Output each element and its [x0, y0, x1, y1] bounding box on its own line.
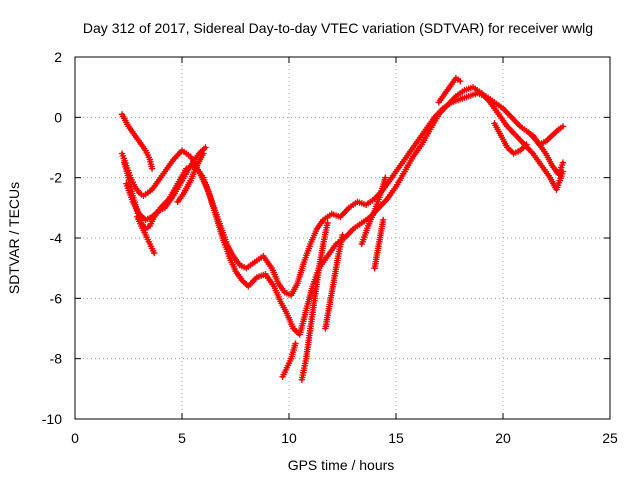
series-track-l [435, 74, 464, 106]
x-tick-label: 25 [602, 430, 618, 446]
series-markers [358, 174, 389, 248]
y-tick-label: -8 [50, 351, 63, 367]
series-track-e [133, 213, 158, 257]
y-tick-label: -6 [50, 290, 63, 306]
series-track-h [298, 219, 331, 383]
y-tick-label: 0 [54, 109, 62, 125]
x-axis-label: GPS time / hours [288, 457, 395, 473]
series-markers [435, 74, 464, 106]
y-tick-label: 2 [54, 49, 62, 65]
series-track-n [529, 123, 567, 148]
series-markers [123, 144, 209, 224]
y-tick-label: -4 [50, 230, 63, 246]
series-markers [279, 340, 299, 380]
x-tick-label: 0 [71, 430, 79, 446]
series-track-m [491, 120, 530, 157]
series-track-f [174, 150, 207, 205]
series-layer [118, 74, 567, 383]
y-axis-label: SDTVAR / TECUs [6, 182, 22, 294]
series-markers [491, 120, 530, 157]
series-track-i [322, 231, 346, 332]
x-tick-label: 10 [281, 430, 297, 446]
y-tick-label: -10 [42, 411, 62, 427]
series-markers [322, 231, 346, 332]
series-markers [371, 216, 387, 272]
axis-layer: 0 5 10 15 20 25 -10 -8 -6 -4 -2 0 2 [42, 49, 618, 446]
x-tick-label: 5 [178, 430, 186, 446]
series-markers [529, 123, 567, 148]
x-tick-label: 20 [495, 430, 511, 446]
series-markers [118, 111, 156, 172]
series-track-g [279, 340, 299, 380]
y-tick-label: -2 [50, 170, 63, 186]
series-track-d [123, 144, 209, 224]
chart-title: Day 312 of 2017, Sidereal Day-to-day VTE… [83, 20, 593, 36]
series-track-j [358, 174, 389, 248]
series-markers [298, 219, 331, 383]
series-markers [133, 213, 158, 257]
series-track-k [371, 216, 387, 272]
x-tick-label: 15 [388, 430, 404, 446]
series-track-a [118, 111, 156, 172]
series-markers [174, 150, 207, 205]
